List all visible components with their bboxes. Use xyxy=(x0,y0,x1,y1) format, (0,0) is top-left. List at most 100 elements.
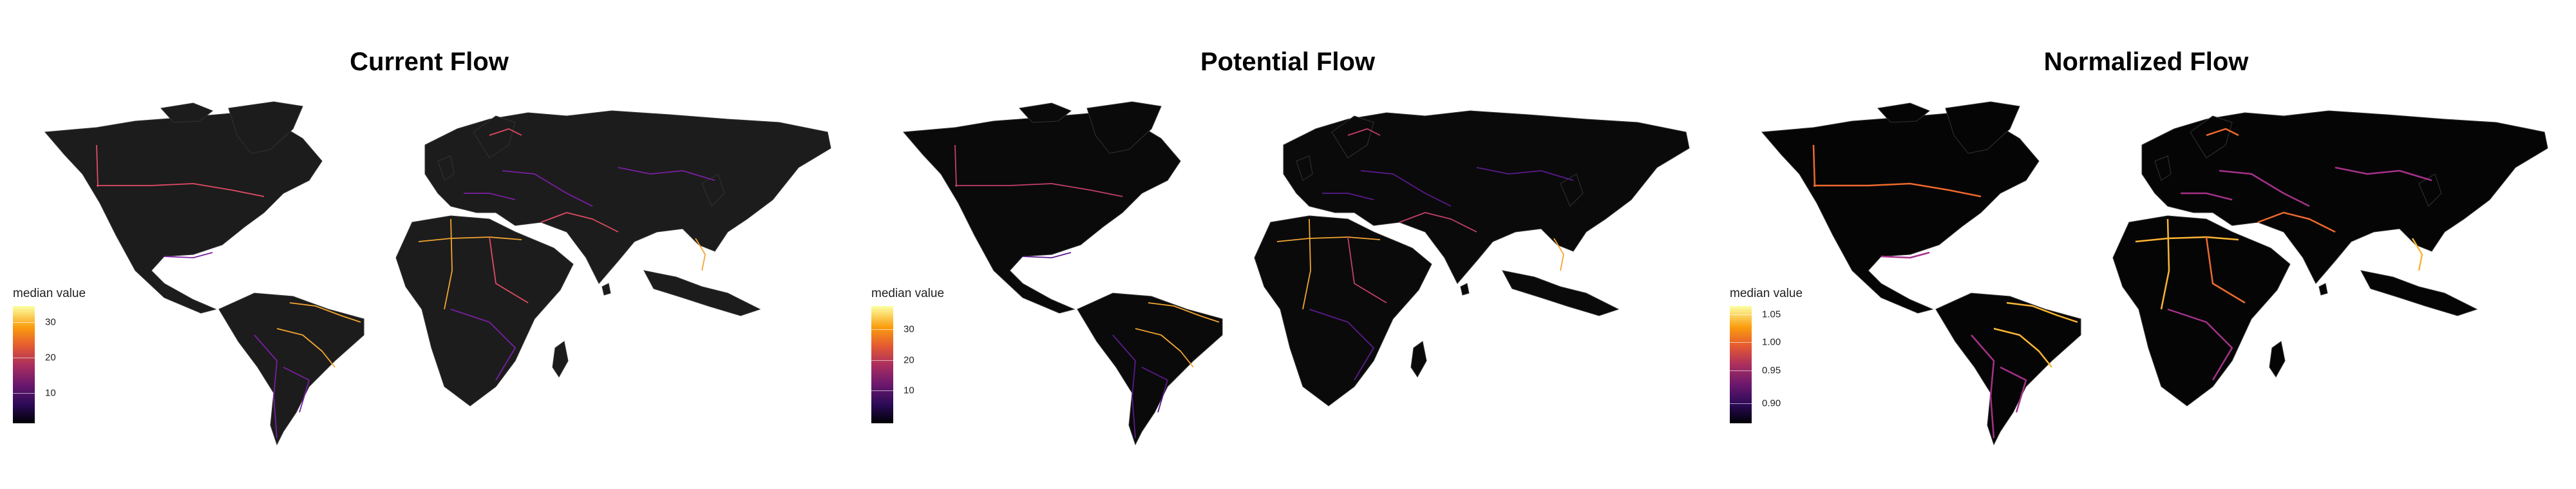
country-border xyxy=(955,183,1123,197)
legend-tick-label: 30 xyxy=(904,323,914,335)
landmass-europe-asia xyxy=(2141,110,2548,284)
country-border xyxy=(2219,169,2310,207)
legend-tickmark xyxy=(1730,403,1752,405)
country-border xyxy=(1993,327,2052,368)
country-border xyxy=(1148,302,1220,323)
country-border xyxy=(2000,366,2027,413)
country-border xyxy=(1322,193,1374,200)
country-border xyxy=(2135,236,2239,243)
country-border xyxy=(450,309,516,381)
country-border xyxy=(97,183,265,197)
country-border xyxy=(1141,367,1168,413)
landmass-north-america xyxy=(44,112,323,314)
panel-title: Normalized Flow xyxy=(2043,48,2249,76)
landmass-madagascar xyxy=(1410,341,1427,378)
country-border xyxy=(1812,144,1816,187)
landmass-indonesia xyxy=(2360,270,2478,316)
landmass-sri-lanka xyxy=(601,283,611,296)
legend-colorbar xyxy=(1730,306,1752,423)
country-border xyxy=(695,238,706,271)
landmass-greenland xyxy=(228,101,303,154)
landmass-north-america xyxy=(902,112,1181,314)
landmass-indonesia xyxy=(1502,270,1620,316)
world-map xyxy=(902,101,1690,446)
legend-tick-label: 10 xyxy=(45,387,56,399)
legend-tick-label: 1.00 xyxy=(1762,336,1781,348)
country-border xyxy=(1347,128,1381,136)
landmass-south-america xyxy=(1077,292,1223,446)
color-legend: median value 30 20 10 xyxy=(871,287,974,428)
color-legend: median value 30 20 10 xyxy=(13,287,116,428)
landmass-greenland xyxy=(1086,101,1162,154)
landmass-south-america xyxy=(218,292,365,446)
legend-tick-label: 1.05 xyxy=(1762,309,1781,320)
landmass-indonesia xyxy=(643,270,761,316)
landmass-scandinavia xyxy=(1331,115,1374,158)
country-border xyxy=(464,193,516,200)
country-border xyxy=(1553,238,1564,271)
landmass-madagascar xyxy=(2269,341,2286,378)
country-border xyxy=(489,236,529,303)
country-border xyxy=(1276,236,1381,242)
country-border xyxy=(283,367,310,413)
country-border xyxy=(1360,170,1452,207)
country-border xyxy=(502,170,593,207)
legend-colorbar xyxy=(871,306,893,423)
legend-tickmark xyxy=(13,322,35,323)
panel-title: Potential Flow xyxy=(1200,48,1376,76)
country-border xyxy=(954,144,957,187)
landmass-japan xyxy=(701,173,725,207)
landmass-madagascar xyxy=(552,341,569,378)
legend-title: median value xyxy=(1730,287,1803,300)
landmass-sri-lanka xyxy=(1460,283,1470,296)
legend-tickmark xyxy=(1730,342,1752,343)
legend-title: median value xyxy=(13,287,86,300)
country-border xyxy=(418,236,522,242)
landmass-britain xyxy=(437,155,455,181)
country-border xyxy=(2181,192,2233,201)
panel-title: Current Flow xyxy=(350,48,509,76)
landmass-scandinavia xyxy=(2190,115,2233,158)
country-border xyxy=(1880,251,1930,259)
landmass-japan xyxy=(2418,173,2442,207)
legend-tick-label: 30 xyxy=(45,316,56,328)
landmass-scandinavia xyxy=(473,115,516,158)
legend-colorbar xyxy=(13,306,35,423)
legend-tick-label: 0.95 xyxy=(1762,365,1781,376)
legend-tickmark xyxy=(871,360,893,361)
landmass-africa xyxy=(395,215,574,407)
country-border xyxy=(1135,328,1194,368)
map-panel-normalized-flow: Normalized Flow median value 1.05 1.00 0.9… xyxy=(1717,0,2575,489)
landmass-canadian-islands xyxy=(160,102,213,123)
country-border xyxy=(618,167,715,181)
country-border xyxy=(1302,218,1311,310)
legend-tickmark xyxy=(13,392,35,394)
color-legend: median value 1.05 1.00 0.95 0.90 xyxy=(1730,287,1833,428)
country-border xyxy=(2205,236,2246,304)
legend-tickmark xyxy=(1730,370,1752,372)
country-border xyxy=(2160,218,2170,310)
country-border xyxy=(1399,212,1477,233)
country-border xyxy=(540,212,619,233)
world-map xyxy=(1761,101,2548,446)
landmass-greenland xyxy=(1945,101,2020,154)
landmass-canadian-islands xyxy=(1019,102,1072,123)
legend-tickmark xyxy=(871,390,893,392)
country-border xyxy=(254,334,278,439)
landmass-sri-lanka xyxy=(2318,283,2328,296)
country-border xyxy=(2334,166,2432,182)
landmass-africa xyxy=(2112,215,2291,407)
landmass-africa xyxy=(1254,215,1432,407)
landmass-europe-asia xyxy=(1283,110,1690,284)
landmass-north-america xyxy=(1761,112,2040,314)
country-border xyxy=(1476,167,1574,181)
country-border xyxy=(1309,309,1374,381)
landmass-britain xyxy=(1296,155,1313,181)
legend-tickmark xyxy=(1730,314,1752,315)
country-border xyxy=(164,252,213,258)
legend-tick-label: 0.90 xyxy=(1762,398,1781,409)
legend-tick-label: 10 xyxy=(904,385,914,396)
landmass-europe-asia xyxy=(424,110,831,284)
country-border xyxy=(289,302,361,323)
landmass-britain xyxy=(2154,155,2172,181)
